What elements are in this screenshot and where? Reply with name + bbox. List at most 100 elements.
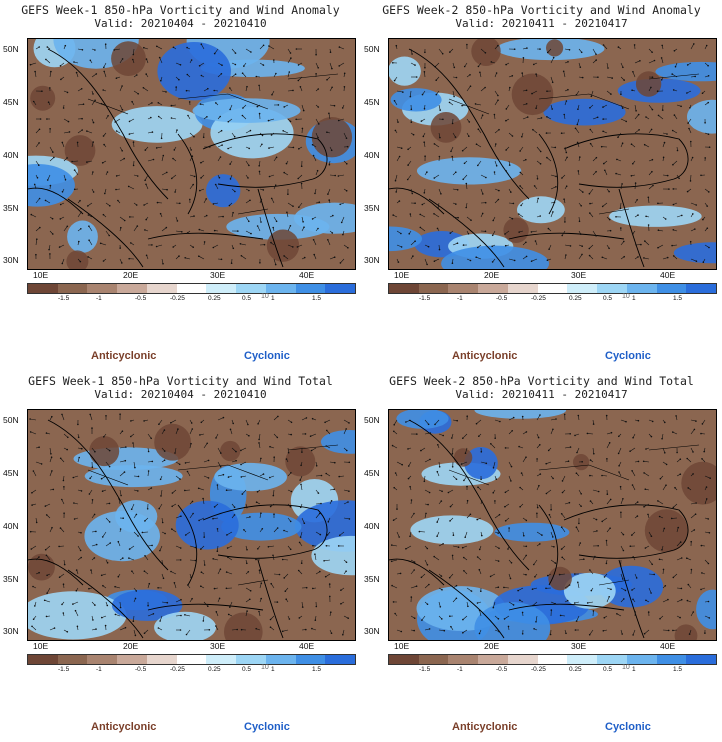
colorbar-swatch: [567, 284, 598, 293]
cyclonic-label: Cyclonic: [605, 350, 651, 362]
vorticity-map: [388, 38, 717, 270]
colorbar-swatch: [597, 655, 627, 664]
colorbar-tick: -0.25: [170, 666, 185, 673]
latitude-label: 30N: [364, 626, 380, 636]
colorbar: [388, 654, 717, 665]
colorbar-swatch: [265, 655, 296, 664]
longitude-label: 10E: [394, 641, 410, 651]
colorbar-swatch: [117, 655, 147, 664]
colorbar-tick: -1: [96, 295, 102, 302]
anticyclonic-label: Anticyclonic: [452, 721, 518, 733]
colorbar-tick: -1: [457, 666, 463, 673]
latitude-label: 45N: [364, 97, 380, 107]
colorbar-tick: -1.5: [58, 666, 70, 673]
cyclonic-label: Cyclonic: [244, 721, 290, 733]
colorbar-swatch: [236, 655, 266, 664]
colorbar-swatch: [448, 284, 479, 293]
longitude-label: 30E: [571, 641, 587, 651]
colorbar-tick: -0.5: [496, 295, 508, 302]
colorbar: [27, 283, 356, 294]
latitude-label: 50N: [3, 415, 19, 425]
colorbar-tick: -1: [96, 666, 102, 673]
colorbar: [388, 283, 717, 294]
colorbar-tick: 0.5: [603, 666, 613, 673]
latitude-label: 50N: [364, 44, 380, 54]
colorbar-tick: -0.25: [531, 295, 546, 302]
longitude-label: 20E: [484, 641, 500, 651]
colorbar-swatch: [295, 655, 326, 664]
colorbar-swatch: [478, 284, 508, 293]
colorbar-swatch: [478, 655, 508, 664]
colorbar-swatch: [389, 284, 419, 293]
latitude-label: 45N: [3, 468, 19, 478]
colorbar-tick: 1.5: [312, 295, 322, 302]
colorbar-swatch: [28, 655, 58, 664]
colorbar-swatch: [325, 655, 356, 664]
colorbar-tick: -0.5: [135, 295, 147, 302]
anticyclonic-label: Anticyclonic: [91, 721, 157, 733]
colorbar-tick: -1: [457, 295, 463, 302]
panel-title: GEFS Week-1 850-hPa Vorticity and Wind A…: [21, 3, 340, 17]
colorbar-tick: -1.5: [419, 295, 431, 302]
colorbar-swatch: [28, 284, 58, 293]
latitude-label: 35N: [364, 574, 380, 584]
colorbar-tick: 1: [271, 295, 275, 302]
map-panel: GEFS Week-1 850-hPa Vorticity and Wind T…: [0, 371, 361, 742]
colorbar-swatch: [87, 284, 118, 293]
latitude-label: 40N: [3, 521, 19, 531]
colorbar-swatch: [418, 655, 449, 664]
colorbar-swatch: [597, 284, 627, 293]
colorbar-swatch: [507, 284, 538, 293]
colorbar-swatch: [87, 655, 118, 664]
colorbar-tick: -0.25: [170, 295, 185, 302]
latitude-label: 45N: [3, 97, 19, 107]
colorbar-swatch: [418, 284, 449, 293]
colorbar-tick: 1: [271, 666, 275, 673]
map-panel: GEFS Week-2 850-hPa Vorticity and Wind T…: [361, 371, 722, 742]
panel-valid-dates: Valid: 20210411 - 20210417: [455, 388, 628, 401]
colorbar-tick: -1.5: [58, 295, 70, 302]
panel-title: GEFS Week-1 850-hPa Vorticity and Wind T…: [28, 374, 333, 388]
colorbar-swatch: [325, 284, 356, 293]
longitude-label: 10E: [33, 641, 49, 651]
colorbar-swatch: [176, 655, 207, 664]
latitude-label: 45N: [364, 468, 380, 478]
longitude-label: 30E: [571, 270, 587, 280]
colorbar-tick: 0.25: [208, 295, 221, 302]
latitude-label: 30N: [364, 255, 380, 265]
panel-valid-dates: Valid: 20210404 - 20210410: [94, 388, 267, 401]
colorbar-swatch: [176, 284, 207, 293]
longitude-label: 40E: [660, 641, 676, 651]
colorbar-units: 10: [261, 664, 269, 671]
panel-valid-dates: Valid: 20210404 - 20210410: [94, 17, 267, 30]
latitude-label: 30N: [3, 626, 19, 636]
colorbar-swatch: [146, 655, 177, 664]
colorbar-swatch: [537, 284, 568, 293]
colorbar-swatch: [389, 655, 419, 664]
colorbar-tick: 0.25: [208, 666, 221, 673]
latitude-label: 50N: [364, 415, 380, 425]
panel-title: GEFS Week-2 850-hPa Vorticity and Wind T…: [389, 374, 694, 388]
colorbar-tick: 0.25: [569, 295, 582, 302]
map-panel: GEFS Week-2 850-hPa Vorticity and Wind A…: [361, 0, 722, 371]
anticyclonic-label: Anticyclonic: [91, 350, 157, 362]
colorbar-tick: 0.25: [569, 666, 582, 673]
colorbar-units: 10: [622, 664, 630, 671]
longitude-label: 40E: [299, 641, 315, 651]
vorticity-map: [27, 409, 356, 641]
colorbar-units: 10: [622, 293, 630, 300]
vorticity-map: [27, 38, 356, 270]
colorbar-tick: -0.5: [496, 666, 508, 673]
colorbar-tick: 1: [632, 666, 636, 673]
longitude-label: 10E: [33, 270, 49, 280]
colorbar-swatch: [507, 655, 538, 664]
colorbar-swatch: [146, 284, 177, 293]
latitude-label: 35N: [3, 203, 19, 213]
latitude-label: 30N: [3, 255, 19, 265]
longitude-label: 10E: [394, 270, 410, 280]
colorbar-swatch: [265, 284, 296, 293]
panel-title: GEFS Week-2 850-hPa Vorticity and Wind A…: [382, 3, 701, 17]
colorbar-tick: -0.25: [531, 666, 546, 673]
colorbar-tick: 1.5: [312, 666, 322, 673]
colorbar-swatch: [448, 655, 479, 664]
